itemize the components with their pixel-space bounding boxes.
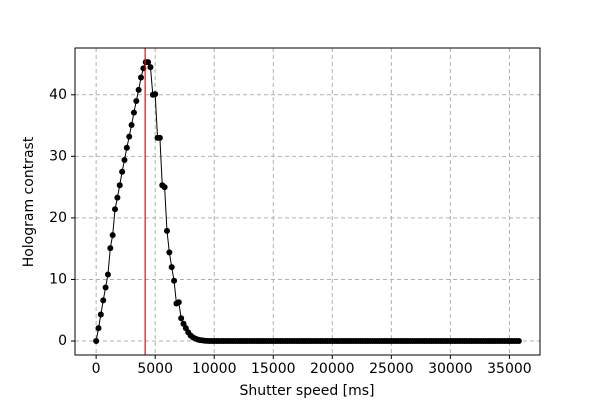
data-point (93, 338, 100, 345)
y-tick-label: 20 (49, 210, 67, 226)
data-point (107, 245, 114, 252)
data-point (145, 59, 152, 66)
data-point (178, 315, 185, 322)
data-point (175, 299, 182, 306)
x-tick-label: 35000 (487, 361, 532, 377)
data-point (128, 121, 135, 128)
y-axis-label: Hologram contrast (21, 136, 37, 267)
data-point (100, 297, 107, 304)
data-point (123, 144, 130, 151)
plot-frame (74, 47, 541, 356)
y-tick-label: 0 (58, 333, 67, 349)
data-point (102, 284, 109, 291)
x-tick-label: 25000 (369, 361, 414, 377)
data-point (171, 277, 178, 284)
x-tick-label: 15000 (251, 361, 296, 377)
data-point (152, 91, 159, 98)
x-tick-label: 5000 (137, 361, 173, 377)
data-point (161, 184, 168, 191)
data-point (116, 182, 123, 189)
data-point (109, 232, 116, 239)
data-point (119, 168, 126, 175)
y-tick-label: 30 (49, 148, 67, 164)
data-point (112, 206, 119, 213)
x-tick-label: 30000 (428, 361, 473, 377)
data-point (114, 194, 121, 201)
x-tick-label: 0 (92, 361, 101, 377)
data-line (95, 61, 519, 342)
data-point (156, 134, 163, 141)
y-tick-label: 40 (49, 87, 67, 103)
x-tick-label: 10000 (192, 361, 237, 377)
data-point (147, 64, 154, 71)
data-point (138, 74, 145, 81)
data-point (97, 311, 104, 318)
data-point (126, 133, 133, 140)
data-point (95, 325, 102, 332)
x-tick-label: 20000 (310, 361, 355, 377)
y-tick-label: 10 (49, 271, 67, 287)
data-point (163, 227, 170, 234)
data-point (104, 271, 111, 278)
x-axis-label: Shutter speed [ms] (239, 383, 374, 399)
data-point (135, 86, 142, 93)
data-point (133, 97, 140, 104)
data-point (130, 109, 137, 116)
data-point (168, 264, 175, 271)
data-point (166, 249, 173, 256)
data-point (121, 157, 128, 164)
data-point (515, 338, 522, 345)
